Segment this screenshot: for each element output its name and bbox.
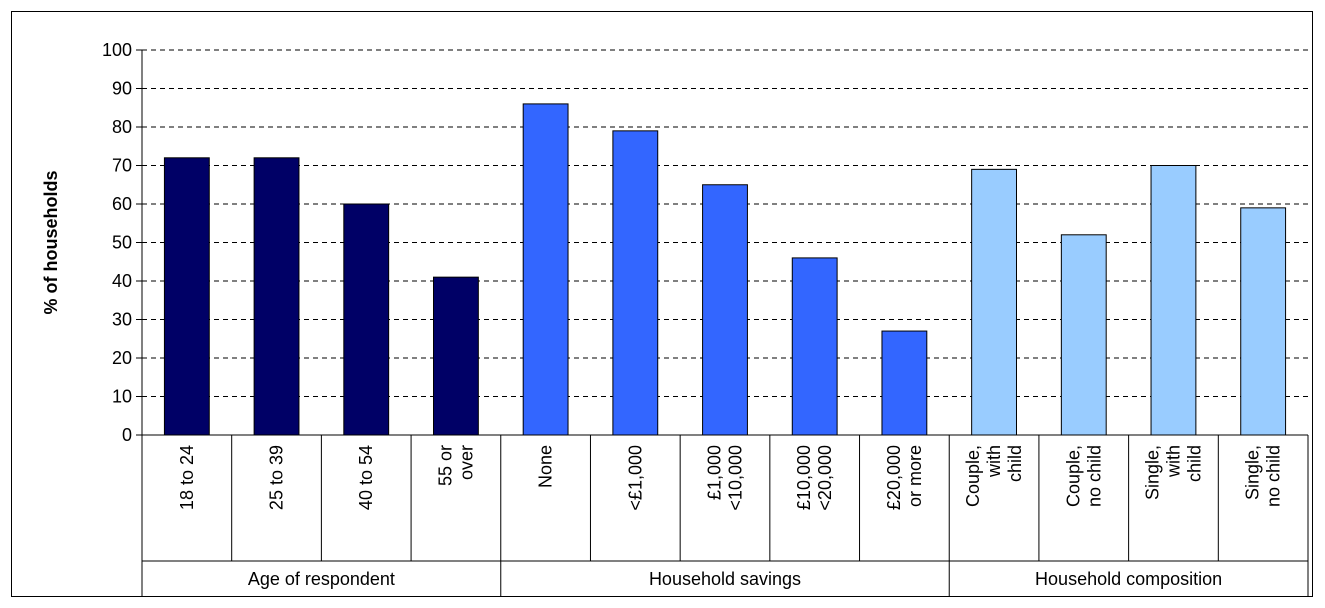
bar	[522, 103, 569, 436]
x-group-labels: Age of respondent Household savings Househ…	[248, 569, 1222, 589]
x-category-label-line: 40 to 54	[356, 445, 376, 510]
y-axis-title: % of households	[41, 171, 61, 315]
y-tick-label: 10	[112, 387, 132, 407]
x-category-label-line: over	[456, 445, 476, 480]
x-category-label-line: Couple,	[1063, 445, 1083, 507]
y-tick-label: 20	[112, 348, 132, 368]
x-category-label: 55 orover	[435, 445, 476, 486]
x-category-label: 40 to 54	[356, 445, 376, 510]
x-category-labels: 18 to 24 25 to 39 40 to 54 55 orover None <£1…	[141, 435, 1309, 596]
y-tick-label: 90	[112, 79, 132, 99]
y-tick-label: 0	[122, 425, 132, 445]
x-category-label-line: <10,000	[726, 445, 746, 511]
x-category-label: £10,000<20,000	[794, 445, 835, 511]
bar-chart: 0 10 20 30 40 50 60 70 80 90 100 18 to 24 25 to 39 4…	[41, 40, 1309, 596]
x-category-label-line: Single,	[1142, 445, 1162, 500]
x-category-label-line: £1,000	[705, 445, 725, 500]
y-tick-label: 100	[102, 40, 132, 60]
x-category-label: £1,000<10,000	[705, 445, 746, 511]
x-category-label-line: with	[984, 445, 1004, 478]
bar	[163, 157, 210, 436]
x-category-label-line: None	[536, 445, 556, 488]
x-category-label: £20,000or more	[884, 445, 925, 510]
x-category-label-line: Single,	[1243, 445, 1263, 500]
bar	[612, 130, 659, 436]
x-category-label: Couple,no child	[1063, 445, 1104, 507]
bars	[163, 103, 1287, 436]
y-tick-label: 70	[112, 156, 132, 176]
x-category-label-line: no child	[1264, 445, 1284, 507]
bar	[971, 168, 1018, 436]
x-category-label-line: £10,000	[794, 445, 814, 510]
x-category-label-line: child	[1005, 445, 1025, 482]
x-category-label: <£1,000	[625, 445, 645, 511]
bar	[253, 157, 300, 436]
x-category-label-line: <20,000	[815, 445, 835, 511]
x-category-label-line: no child	[1084, 445, 1104, 507]
x-category-label: Single,no child	[1243, 445, 1284, 507]
x-category-label-line: 18 to 24	[177, 445, 197, 510]
x-category-label: Couple,withchild	[963, 445, 1025, 507]
bar	[702, 184, 748, 436]
y-tick-labels: 0 10 20 30 40 50 60 70 80 90 100	[102, 40, 142, 445]
bar	[433, 276, 479, 436]
y-tick-label: 30	[112, 310, 132, 330]
x-group-label: Household composition	[1035, 569, 1222, 589]
x-group-label: Age of respondent	[248, 569, 395, 589]
chart-frame: 0 10 20 30 40 50 60 70 80 90 100 18 to 24 25 to 39 4…	[11, 11, 1313, 597]
x-category-label-line: £20,000	[884, 445, 904, 510]
bar	[343, 203, 390, 436]
x-category-label-line: 25 to 39	[267, 445, 287, 510]
x-category-label: Single,withchild	[1142, 445, 1204, 500]
x-category-label-line: Couple,	[963, 445, 983, 507]
x-category-label-line: with	[1163, 445, 1183, 478]
x-category-label-line: <£1,000	[625, 445, 645, 511]
y-tick-label: 50	[112, 233, 132, 253]
x-category-label: 25 to 39	[267, 445, 287, 510]
bar	[1060, 234, 1107, 436]
x-category-label-line: child	[1184, 445, 1204, 482]
x-category-label-line: or more	[905, 445, 925, 507]
x-category-label-line: 55 or	[435, 445, 455, 486]
y-tick-label: 60	[112, 194, 132, 214]
y-tick-label: 80	[112, 117, 132, 137]
x-category-label: None	[536, 445, 556, 488]
bar	[791, 257, 838, 436]
x-category-label: 18 to 24	[177, 445, 197, 510]
bar	[1240, 207, 1287, 436]
bar	[881, 330, 928, 436]
bar	[1150, 165, 1197, 436]
y-tick-label: 40	[112, 271, 132, 291]
x-group-label: Household savings	[649, 569, 801, 589]
